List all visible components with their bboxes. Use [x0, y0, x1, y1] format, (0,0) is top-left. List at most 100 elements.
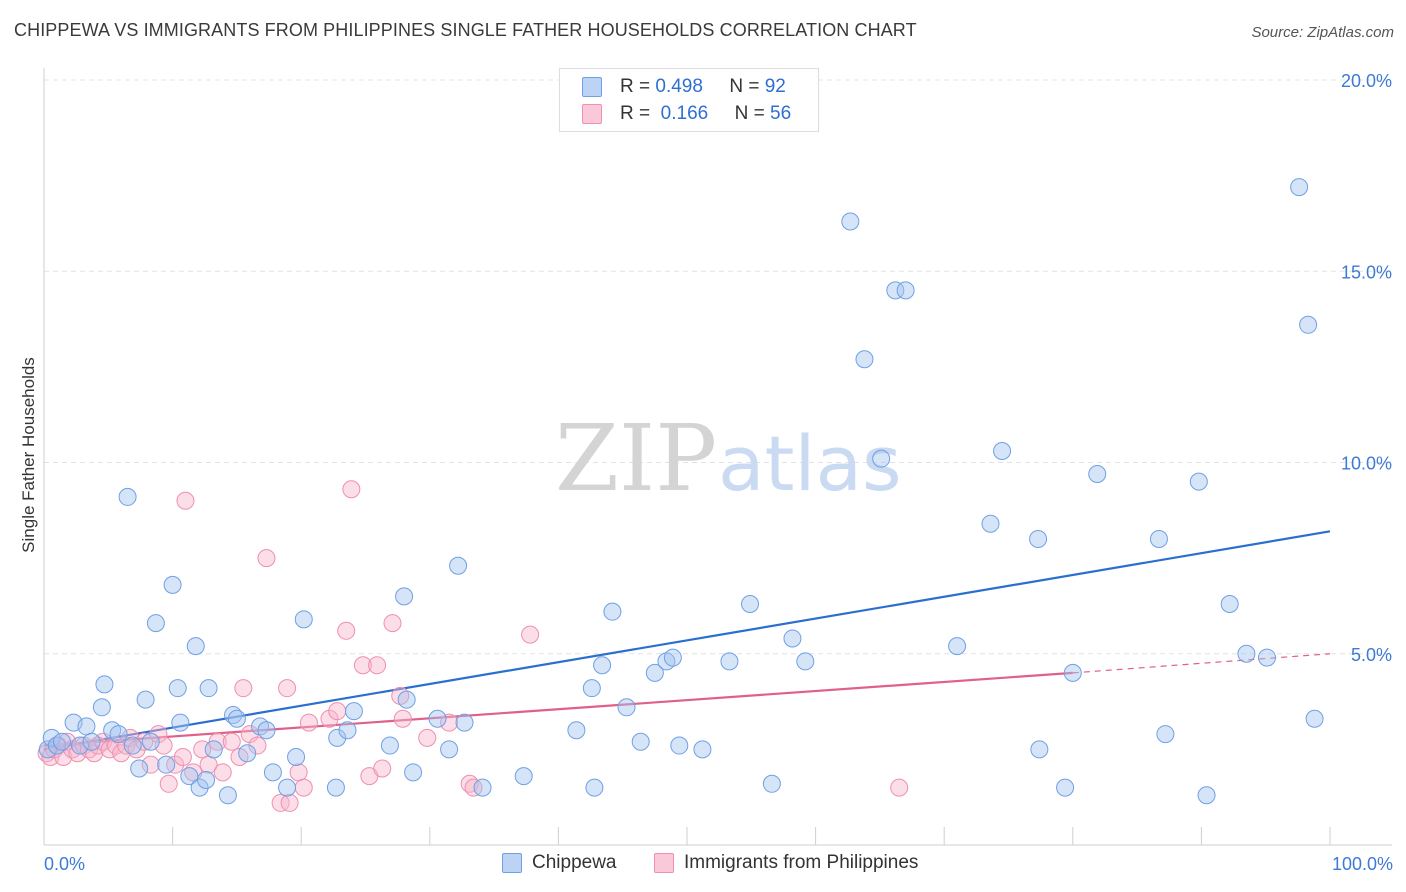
chippewa-point	[157, 755, 176, 774]
chippewa-point	[593, 656, 612, 675]
axes	[43, 68, 1392, 846]
chippewa-point	[278, 778, 297, 797]
philippines-point	[176, 491, 195, 510]
chippewa-point	[199, 679, 218, 698]
philippines-point	[54, 748, 73, 767]
chippewa-point	[109, 725, 128, 744]
legend-n-value-chippewa: 92	[764, 76, 786, 97]
legend-label-chippewa: Chippewa	[532, 852, 617, 873]
chippewa-point	[92, 698, 111, 717]
chippewa-point	[693, 740, 712, 759]
legend-item-chippewa: Chippewa	[502, 852, 617, 874]
chippewa-point	[171, 713, 190, 732]
philippines-point	[213, 763, 232, 782]
chippewa-point	[294, 610, 313, 629]
philippines-point	[299, 713, 318, 732]
legend-item-philippines: Immigrants from Philippines	[654, 852, 918, 874]
chippewa-point	[397, 690, 416, 709]
philippines-point	[368, 656, 387, 675]
chippewa-point	[981, 514, 1000, 533]
legend-swatch-philippines	[582, 104, 602, 124]
chippewa-point	[186, 637, 205, 656]
philippines-point	[271, 793, 290, 812]
chippewa-point	[948, 637, 967, 656]
philippines-point	[135, 732, 154, 751]
chippewa-point	[567, 721, 586, 740]
chippewa-point	[1149, 530, 1168, 548]
chippewa-point	[328, 728, 347, 747]
philippines-point	[149, 725, 168, 744]
legend-r-label: R =	[620, 103, 651, 124]
chippewa-point	[338, 721, 357, 740]
chippewa-point	[473, 778, 492, 797]
legend-n-value-philippines: 56	[770, 103, 792, 124]
chippewa-point	[663, 648, 682, 667]
philippines-point	[294, 778, 313, 797]
philippines-trend-line	[43, 671, 1073, 747]
chippewa-point	[38, 740, 57, 759]
philippines-point	[280, 793, 299, 812]
chippewa-point	[1189, 472, 1208, 491]
chippewa-point	[1030, 740, 1049, 759]
chippewa-point	[82, 732, 101, 751]
philippines-point	[173, 748, 192, 767]
chippewa-point	[123, 736, 142, 755]
chippewa-point	[404, 763, 423, 782]
chippewa-point	[1156, 725, 1175, 744]
x-tick-label-min: 0.0%	[44, 854, 85, 874]
chippewa-point	[720, 652, 739, 671]
chippewa-point	[1029, 530, 1048, 548]
chippewa-point	[428, 709, 447, 728]
philippines-point	[464, 778, 483, 797]
chippewa-point	[617, 698, 636, 717]
philippines-point	[289, 763, 308, 782]
chippewa-point	[796, 652, 815, 671]
legend-label-philippines: Immigrants from Philippines	[684, 852, 919, 873]
chippewa-point	[1257, 648, 1276, 667]
series-legend: Chippewa Immigrants from Philippines	[0, 852, 1406, 878]
philippines-point	[328, 702, 347, 721]
watermark-zip: ZIP	[555, 405, 717, 512]
legend-n-label: N =	[729, 76, 760, 97]
chart-title: CHIPPEWA VS IMMIGRANTS FROM PHILIPPINES …	[14, 20, 917, 40]
legend-r-value-chippewa: 0.498	[655, 76, 703, 97]
chippewa-point	[190, 778, 209, 797]
chippewa-point	[670, 736, 689, 755]
gridlines	[44, 79, 1392, 655]
chippewa-point	[77, 717, 96, 736]
chippewa-point	[585, 778, 604, 797]
chippewa-point	[514, 767, 533, 786]
chippewa-trend-line	[43, 530, 1331, 751]
chippewa-points	[38, 178, 1324, 805]
chippewa-point	[95, 675, 114, 694]
legend-swatch	[654, 853, 674, 873]
philippines-point	[278, 679, 297, 698]
legend-r-value-philippines: 0.166	[660, 103, 709, 124]
tick-labels: 5.0% 10.0% 15.0% 20.0% 0.0% 100.0%	[44, 71, 1393, 874]
chippewa-point	[238, 744, 257, 763]
chippewa-point	[841, 212, 860, 231]
chippewa-point	[1299, 315, 1318, 334]
chippewa-point	[631, 732, 650, 751]
chippewa-point	[896, 281, 915, 300]
chippewa-point	[180, 767, 199, 786]
philippines-point	[890, 778, 909, 797]
y-axis-label: Single Father Households	[19, 357, 38, 553]
chippewa-point	[1056, 778, 1075, 797]
philippines-point	[373, 759, 392, 778]
chippewa-point	[872, 449, 891, 468]
chippewa-point	[380, 736, 399, 755]
chippewa-point	[163, 575, 182, 594]
philippines-trend-extension	[1072, 653, 1331, 674]
philippines-point	[440, 713, 459, 732]
chippewa-point	[993, 442, 1012, 461]
y-tick-label: 10.0%	[1341, 454, 1392, 474]
chippewa-point	[855, 350, 874, 369]
chippewa-point	[53, 732, 72, 751]
chippewa-point	[1063, 663, 1082, 682]
legend-swatch	[502, 853, 522, 873]
chippewa-point	[146, 614, 165, 633]
chippewa-point	[741, 595, 760, 614]
legend-n-label: N =	[734, 103, 765, 124]
y-tick-label: 15.0%	[1341, 262, 1392, 282]
